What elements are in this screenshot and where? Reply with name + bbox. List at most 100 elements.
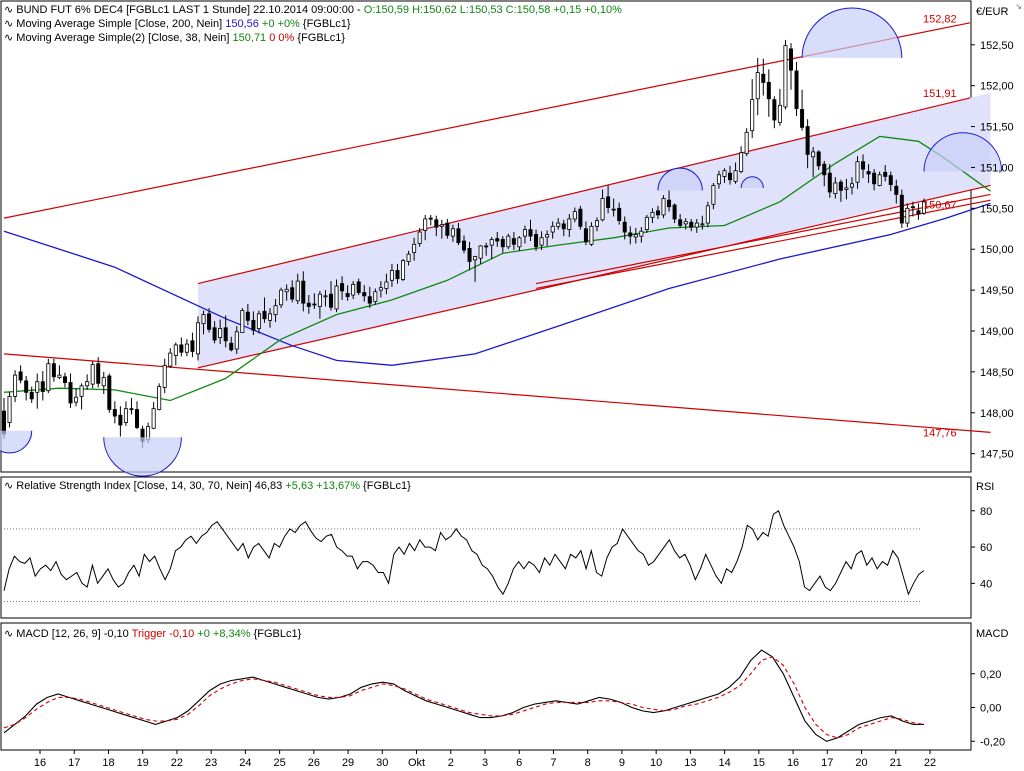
candle-body	[428, 217, 433, 220]
candle-body	[595, 220, 600, 227]
price-tick-label: 147,50	[980, 449, 1014, 461]
candle-body	[40, 381, 45, 392]
candle-body	[572, 211, 577, 220]
candle-body	[545, 234, 550, 238]
candle-body	[683, 221, 688, 225]
candle-body	[883, 171, 888, 177]
candle-body	[184, 343, 189, 353]
legend-macd-trigger-label: Trigger	[131, 628, 167, 640]
candle-body	[24, 380, 29, 393]
candle-body	[273, 305, 278, 316]
candle-body	[201, 314, 206, 325]
candle-body	[13, 374, 18, 397]
candle-body	[135, 409, 140, 428]
candle-body	[328, 293, 333, 308]
candle-body	[62, 376, 67, 383]
candle-body	[445, 222, 450, 236]
channel-fill	[198, 93, 991, 368]
candle-body	[694, 222, 699, 228]
price-tick-label: 150,50	[980, 203, 1014, 215]
candle-body	[245, 311, 250, 321]
candle-body	[46, 363, 51, 392]
legend-sma38-change: 0 0%	[269, 32, 295, 44]
price-panel-frame[interactable]	[0, 0, 972, 473]
rsi-layer	[3, 510, 925, 602]
candle-body	[450, 228, 455, 237]
candle-body	[600, 198, 605, 221]
candle-body	[617, 207, 622, 222]
candle-body	[655, 210, 660, 216]
x-tick-label: 21	[890, 757, 902, 768]
candle-body	[7, 396, 12, 423]
candle-body	[517, 237, 522, 248]
candle-body	[57, 374, 62, 379]
x-tick-label: 29	[342, 757, 354, 768]
candle-body	[772, 99, 777, 121]
macd-layer	[3, 649, 925, 742]
candle-body	[168, 352, 173, 367]
candle-body	[251, 319, 256, 331]
price-tick-label: 150,00	[980, 244, 1014, 256]
candle-body	[855, 161, 860, 183]
candle-body	[916, 210, 921, 215]
legend-rsi-value: 46,83	[254, 480, 283, 492]
candle-body	[849, 183, 854, 188]
candle-body	[18, 371, 23, 381]
candle-body	[733, 170, 738, 182]
candle-body	[910, 206, 915, 209]
macd-panel-frame[interactable]	[0, 622, 972, 751]
corner-arrow-icon: ↘	[1015, 2, 1022, 11]
candle-body	[877, 174, 882, 186]
candle-body	[528, 229, 533, 237]
candle-body	[190, 340, 195, 352]
trendline-value-label: 151,91	[923, 88, 957, 100]
macd-legend: ∿ MACD [12, 26, 9] -0,10 Trigger -0,10 +…	[4, 627, 301, 641]
candle-body	[622, 221, 627, 233]
candle-body	[389, 270, 394, 281]
x-tick-label: 2	[448, 757, 454, 768]
candle-body	[761, 73, 766, 83]
candle-body	[739, 152, 744, 172]
arc-annotation	[801, 7, 903, 58]
candle-body	[872, 172, 877, 185]
x-tick-label: 13	[684, 757, 696, 768]
candle-body	[306, 302, 311, 307]
candle-body	[667, 199, 672, 208]
candles-layer	[2, 39, 927, 448]
candle-body	[35, 381, 40, 393]
candle-body	[894, 185, 899, 195]
candle-body	[157, 386, 162, 410]
arc-annotation	[0, 430, 33, 454]
candle-body	[284, 288, 289, 293]
rsi-panel-frame[interactable]	[0, 476, 972, 619]
candle-body	[351, 283, 356, 296]
candle-body	[262, 310, 267, 320]
candle-body	[456, 228, 461, 244]
candle-body	[844, 187, 849, 190]
sma38-line	[3, 135, 991, 402]
candle-body	[162, 364, 167, 388]
macd-axis-title: MACD	[976, 628, 1009, 640]
legend-sma38-label: Moving Average Simple(2) [Close, 38, Nei…	[16, 32, 230, 44]
legend-sma200-ric: {FGBLc1}	[302, 18, 351, 30]
candle-body	[788, 48, 793, 71]
trendline-channel-top	[197, 97, 971, 285]
candle-body	[589, 225, 594, 245]
legend-macd-label: MACD [12, 26, 9]	[16, 628, 101, 640]
rsi-legend: ∿ Relative Strength Index [Close, 14, 30…	[4, 479, 411, 493]
candle-body	[794, 70, 799, 109]
candle-body	[423, 218, 428, 231]
candle-body	[401, 260, 406, 280]
x-tick-label: 16	[34, 757, 46, 768]
candle-body	[356, 281, 361, 293]
main-legend: ∿ BUND FUT 6% DEC4 [FGBLc1 LAST 1 Stunde…	[4, 3, 622, 17]
x-tick-label: 30	[376, 757, 388, 768]
macd-tick-label: 0,20	[980, 669, 1001, 681]
candle-body	[489, 239, 494, 246]
axes-layer: 152,50152,00151,50151,00150,50150,00149,…	[34, 14, 1014, 769]
arc-annotation-layer	[0, 7, 1003, 477]
candle-body	[606, 196, 611, 208]
x-tick-label: 16	[787, 757, 799, 768]
candle-body	[766, 82, 771, 100]
